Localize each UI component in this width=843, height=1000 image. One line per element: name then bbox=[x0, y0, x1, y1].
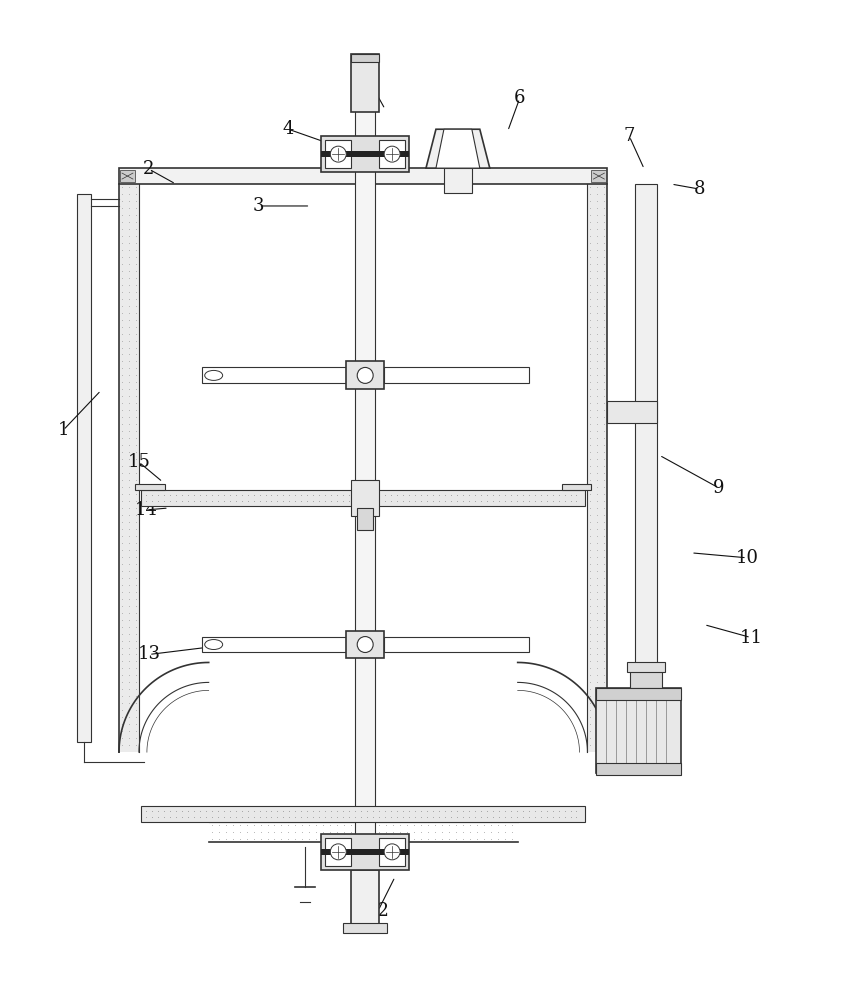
Text: 12: 12 bbox=[367, 902, 389, 920]
Text: 7: 7 bbox=[624, 127, 635, 145]
Bar bbox=[636, 184, 658, 672]
Text: 15: 15 bbox=[127, 453, 150, 471]
Bar bbox=[561, 484, 592, 490]
Bar bbox=[321, 136, 409, 172]
Bar bbox=[343, 923, 387, 933]
Bar bbox=[355, 54, 375, 902]
Bar bbox=[379, 838, 405, 866]
Text: 6: 6 bbox=[514, 89, 525, 107]
Circle shape bbox=[357, 637, 373, 652]
Bar bbox=[325, 838, 352, 866]
Text: 8: 8 bbox=[693, 180, 705, 198]
Bar bbox=[321, 151, 409, 157]
Bar bbox=[444, 168, 472, 193]
Circle shape bbox=[384, 146, 400, 162]
Bar bbox=[120, 170, 135, 182]
Text: 13: 13 bbox=[137, 645, 160, 663]
Bar bbox=[346, 631, 384, 658]
Bar bbox=[379, 140, 405, 168]
Polygon shape bbox=[426, 129, 490, 168]
Bar bbox=[321, 849, 409, 855]
Bar bbox=[141, 806, 585, 822]
Circle shape bbox=[330, 844, 346, 860]
Bar bbox=[119, 168, 608, 184]
Bar bbox=[321, 834, 409, 870]
Bar bbox=[141, 490, 585, 506]
Bar bbox=[384, 637, 529, 652]
Bar bbox=[78, 194, 91, 742]
Text: 11: 11 bbox=[739, 629, 762, 647]
Bar bbox=[357, 508, 373, 530]
Bar bbox=[384, 367, 529, 383]
Bar bbox=[352, 54, 379, 112]
Bar bbox=[588, 184, 608, 752]
Bar bbox=[346, 361, 384, 389]
Bar bbox=[596, 688, 681, 700]
Polygon shape bbox=[436, 129, 480, 168]
Bar bbox=[119, 184, 139, 752]
Bar bbox=[592, 170, 606, 182]
Bar bbox=[608, 401, 658, 423]
Bar bbox=[201, 367, 346, 383]
Bar bbox=[201, 637, 346, 652]
Bar bbox=[352, 870, 379, 925]
Bar bbox=[596, 763, 681, 775]
Text: 2: 2 bbox=[143, 160, 154, 178]
Bar bbox=[596, 688, 681, 773]
Circle shape bbox=[384, 844, 400, 860]
Text: 10: 10 bbox=[735, 549, 759, 567]
Text: 3: 3 bbox=[253, 197, 265, 215]
Ellipse shape bbox=[205, 370, 223, 380]
Bar bbox=[135, 484, 165, 490]
Circle shape bbox=[330, 146, 346, 162]
Text: 9: 9 bbox=[713, 479, 725, 497]
Bar bbox=[631, 670, 663, 688]
Bar bbox=[325, 140, 352, 168]
Bar bbox=[352, 54, 379, 62]
Text: 1: 1 bbox=[57, 421, 69, 439]
Bar bbox=[627, 662, 665, 672]
Ellipse shape bbox=[205, 640, 223, 650]
Text: 5: 5 bbox=[359, 64, 371, 82]
Circle shape bbox=[357, 367, 373, 383]
Text: 14: 14 bbox=[135, 501, 158, 519]
Bar bbox=[352, 480, 379, 516]
Text: 4: 4 bbox=[282, 120, 294, 138]
